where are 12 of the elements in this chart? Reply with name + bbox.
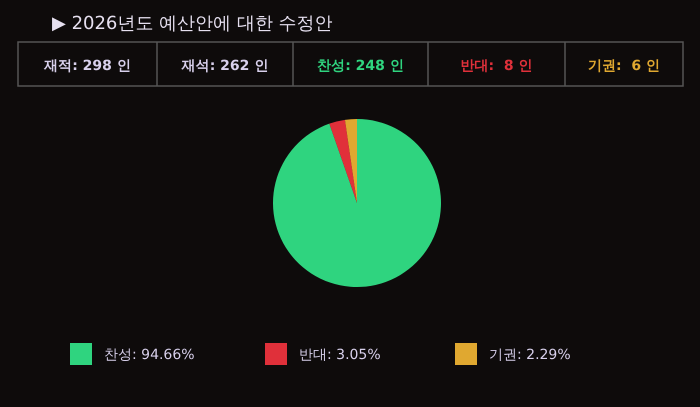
legend-label: 반대: 3.05%: [299, 347, 381, 363]
pie-slice: [273, 119, 441, 287]
legend-label: 기권: 2.29%: [489, 347, 571, 363]
text: 재석: 262 인: [180, 58, 268, 74]
text: 재적: 298 인: [43, 58, 131, 74]
chart-title: ▶ 2026년도 예산안에 대한 수정안: [52, 13, 333, 34]
pie-slice: [344, 119, 357, 203]
text: 찬성: 248 인: [317, 58, 404, 74]
pie-slice: [329, 120, 357, 203]
text: 기권: 6 인: [588, 58, 660, 74]
text: 반대: 8 인: [460, 58, 532, 74]
legend-label: 찬성: 94.66%: [104, 347, 195, 363]
